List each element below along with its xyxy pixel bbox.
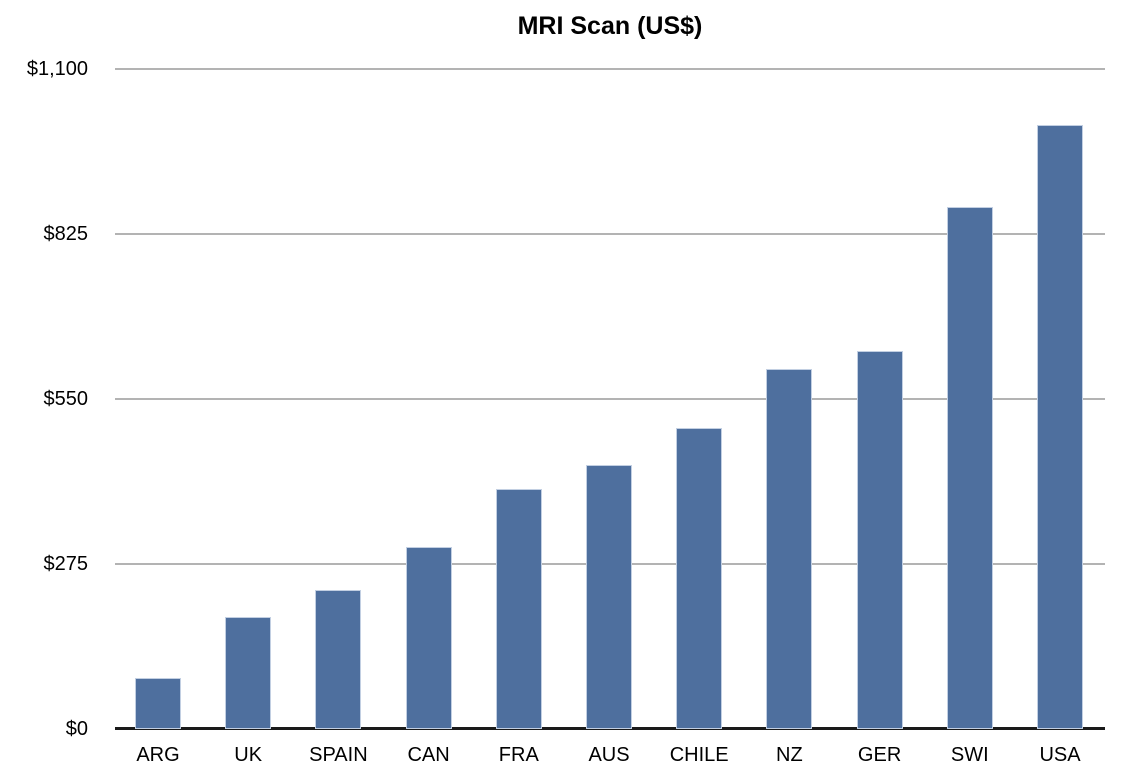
bar-spain <box>315 589 362 729</box>
bar-column-can: CAN <box>384 69 474 766</box>
bar-arg <box>135 678 181 729</box>
bar-column-usa: USA <box>1015 69 1105 766</box>
x-axis-label-uk: UK <box>234 744 263 766</box>
x-axis-label-usa: USA <box>1039 744 1081 766</box>
bar-usa <box>1037 125 1083 729</box>
gridline-1100 <box>115 68 1105 70</box>
gridline-550 <box>115 398 1105 400</box>
bar-column-arg: ARG <box>113 69 203 766</box>
plot-area: ARG UK SPAIN CAN FRA AUS CHILE NZ GER SWI USA <box>113 68 1105 766</box>
y-tick-label-1100: $1,100 <box>26 58 88 80</box>
x-axis-label-swi: SWI <box>950 744 989 766</box>
x-axis-label-aus: AUS <box>588 744 630 766</box>
x-axis-label-chile: CHILE <box>669 744 729 766</box>
bar-aus <box>586 465 632 729</box>
x-axis-label-fra: FRA <box>498 744 539 766</box>
y-tick-label-825: $825 <box>43 223 89 245</box>
bar-column-fra: FRA <box>474 69 564 766</box>
bar-column-spain: SPAIN <box>293 69 383 766</box>
y-tick-label-275: $275 <box>43 553 89 575</box>
y-tick-label-0: $0 <box>65 718 88 740</box>
gridline-825 <box>115 233 1105 235</box>
bar-column-swi: SWI <box>925 69 1015 766</box>
bar-nz <box>766 369 813 729</box>
bar-can <box>405 546 452 729</box>
x-axis-label-nz: NZ <box>776 744 803 766</box>
bar-column-chile: CHILE <box>654 69 744 766</box>
x-axis-label-arg: ARG <box>136 744 180 766</box>
bar-column-aus: AUS <box>564 69 654 766</box>
x-axis-label-spain: SPAIN <box>309 744 368 766</box>
bar-ger <box>856 351 903 729</box>
bar-swi <box>946 207 993 729</box>
bar-fra <box>495 489 542 729</box>
bar-chile <box>676 427 723 729</box>
chart-title: MRI Scan (US$) <box>517 12 703 40</box>
bar-uk <box>225 616 272 729</box>
x-axis-label-can: CAN <box>407 744 450 766</box>
bar-column-nz: NZ <box>744 69 834 766</box>
bar-column-ger: GER <box>835 69 925 766</box>
x-axis-label-ger: GER <box>857 744 902 766</box>
y-tick-label-550: $550 <box>43 388 89 410</box>
bar-column-uk: UK <box>203 69 293 766</box>
